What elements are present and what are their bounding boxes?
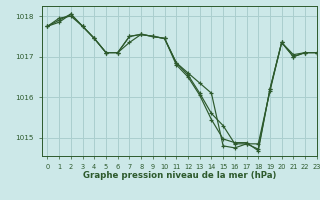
X-axis label: Graphe pression niveau de la mer (hPa): Graphe pression niveau de la mer (hPa) [83,171,276,180]
